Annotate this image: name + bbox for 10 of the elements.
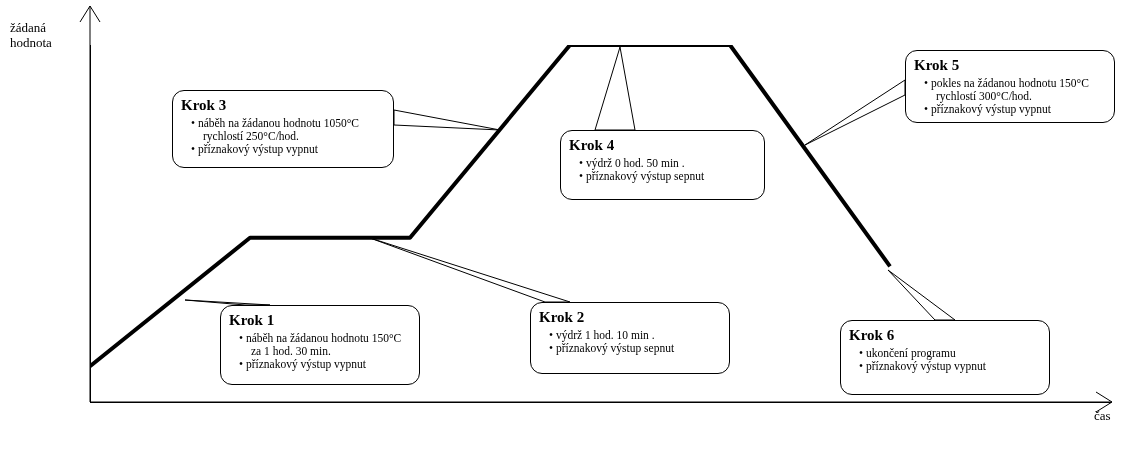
annotation: Krok 2 • výdrž 1 hod. 10 min . • příznakový výstup sepnut: [539, 309, 676, 355]
annotation: Krok 6 • ukončení programu • příznakový výstup vypnut: [849, 327, 987, 373]
annotation: Krok 5 • pokles na žádanou hodnotu 150°C rychlostí 300°C/hod. • příznakový výstup vypnut: [914, 57, 1090, 116]
speech-bubble: Krok 3 • náběh na žádanou hodnotu 1050°C rychlostí 250°C/hod. • příznakový výstup vypnut: [172, 90, 394, 168]
y-axis-title: žádaná hodnota: [10, 20, 53, 50]
annotation: Krok 4 • výdrž 0 hod. 50 min . • příznakový výstup sepnut: [569, 137, 706, 183]
annotation: Krok 1 • náběh na žádanou hodnotu 150°C za 1 hod. 30 min. • příznakový výstup vypnut: [229, 312, 403, 371]
annotation: Krok 3 • náběh na žádanou hodnotu 1050°C rychlostí 250°C/hod. • příznakový výstup vypnut: [181, 97, 360, 156]
text: čas: [1094, 408, 1111, 424]
speech-bubble: Krok 2 • výdrž 1 hod. 10 min . • příznakový výstup sepnut: [530, 302, 730, 374]
